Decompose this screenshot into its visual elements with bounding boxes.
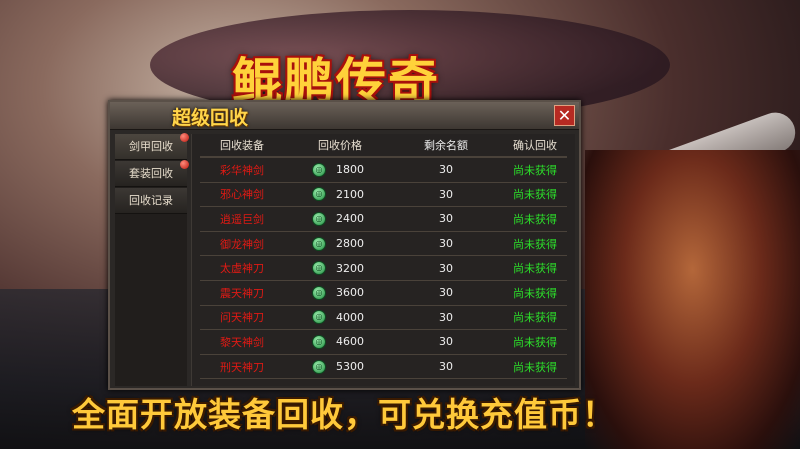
notification-dot-icon (180, 160, 189, 169)
confirm-status[interactable]: 尚未获得 (513, 286, 557, 300)
jade-coin-icon: ◎ (312, 310, 326, 325)
table-row: 问天神刀 ◎ 4000 30 尚未获得 (200, 306, 567, 331)
remaining-count: 30 (439, 261, 453, 275)
panel-titlebar: 超级回收 ✕ (110, 102, 579, 130)
table-header: 回收装备 回收价格 剩余名额 确认回收 (200, 134, 567, 158)
confirm-status[interactable]: 尚未获得 (513, 212, 557, 226)
confirm-status[interactable]: 尚未获得 (513, 360, 557, 374)
close-button[interactable]: ✕ (554, 105, 575, 126)
recycle-panel: 超级回收 ✕ 剑甲回收 套装回收 回收记录 回收装备 回收价格 剩余名额 确认回收 … (108, 100, 581, 390)
sidebar-tab[interactable]: 套装回收 (115, 160, 189, 187)
panel-title: 超级回收 (172, 107, 249, 129)
jade-coin-icon: ◎ (312, 261, 326, 276)
table-row: 太虚神刀 ◎ 3200 30 尚未获得 (200, 256, 567, 281)
item-price: 4000 (336, 310, 364, 324)
item-price: 5300 (336, 360, 364, 374)
item-price: 3200 (336, 261, 364, 275)
item-price: 2800 (336, 237, 364, 251)
sidebar-tab[interactable]: 回收记录 (115, 188, 187, 214)
table-row: 震天神刀 ◎ 3600 30 尚未获得 (200, 281, 567, 306)
remaining-count: 30 (439, 212, 453, 226)
table-row: 黎天神剑 ◎ 4600 30 尚未获得 (200, 330, 567, 355)
jade-coin-icon: ◎ (312, 236, 326, 251)
item-name: 震天神刀 (220, 286, 264, 300)
confirm-status[interactable]: 尚未获得 (513, 237, 557, 251)
item-name: 彩华神剑 (220, 163, 264, 177)
item-name: 太虚神刀 (220, 262, 264, 276)
table-row: 刑天神刀 ◎ 5300 30 尚未获得 (200, 355, 567, 380)
item-name: 刑天神刀 (220, 360, 264, 374)
notification-dot-icon (180, 133, 189, 142)
close-icon: ✕ (557, 106, 572, 125)
table-row: 逍遥巨剑 ◎ 2400 30 尚未获得 (200, 207, 567, 232)
remaining-count: 30 (439, 286, 453, 300)
tab-label: 套装回收 (129, 167, 173, 180)
confirm-status[interactable]: 尚未获得 (513, 188, 557, 202)
item-name: 邪心神剑 (220, 188, 264, 202)
jade-coin-icon: ◎ (312, 211, 326, 226)
item-price: 4600 (336, 335, 364, 349)
header-equipment: 回收装备 (220, 139, 264, 152)
confirm-status[interactable]: 尚未获得 (513, 262, 557, 276)
header-remaining: 剩余名额 (424, 139, 468, 152)
confirm-status[interactable]: 尚未获得 (513, 335, 557, 349)
promo-banner: 全面开放装备回收，可兑换充值币！ (72, 395, 616, 434)
sidebar: 剑甲回收套装回收回收记录 (115, 133, 189, 386)
jade-coin-icon: ◎ (312, 359, 326, 374)
item-price: 3600 (336, 286, 364, 300)
item-name: 黎天神剑 (220, 335, 264, 349)
remaining-count: 30 (439, 335, 453, 349)
recycle-table: 回收装备 回收价格 剩余名额 确认回收 彩华神剑 ◎ 1800 30 尚未获得 邪心… (191, 134, 575, 386)
remaining-count: 30 (439, 360, 453, 374)
jade-coin-icon: ◎ (312, 285, 326, 300)
remaining-count: 30 (439, 310, 453, 324)
item-price: 2400 (336, 212, 364, 226)
confirm-status[interactable]: 尚未获得 (513, 163, 557, 177)
remaining-count: 30 (439, 163, 453, 177)
jade-coin-icon: ◎ (312, 334, 326, 349)
remaining-count: 30 (439, 237, 453, 251)
tab-label: 剑甲回收 (129, 140, 173, 153)
item-name: 问天神刀 (220, 311, 264, 325)
confirm-status[interactable]: 尚未获得 (513, 311, 557, 325)
item-name: 逍遥巨剑 (220, 212, 264, 226)
sidebar-tab[interactable]: 剑甲回收 (115, 133, 189, 160)
header-price: 回收价格 (318, 139, 362, 152)
item-price: 2100 (336, 187, 364, 201)
remaining-count: 30 (439, 187, 453, 201)
jade-coin-icon: ◎ (312, 162, 326, 177)
table-row: 彩华神剑 ◎ 1800 30 尚未获得 (200, 158, 567, 183)
jade-coin-icon: ◎ (312, 187, 326, 202)
header-confirm: 确认回收 (513, 139, 557, 152)
item-price: 1800 (336, 163, 364, 177)
table-row: 邪心神剑 ◎ 2100 30 尚未获得 (200, 183, 567, 208)
tab-label: 回收记录 (129, 194, 173, 207)
table-row: 御龙神剑 ◎ 2800 30 尚未获得 (200, 232, 567, 257)
warrior-illustration (585, 150, 800, 449)
item-name: 御龙神剑 (220, 237, 264, 251)
